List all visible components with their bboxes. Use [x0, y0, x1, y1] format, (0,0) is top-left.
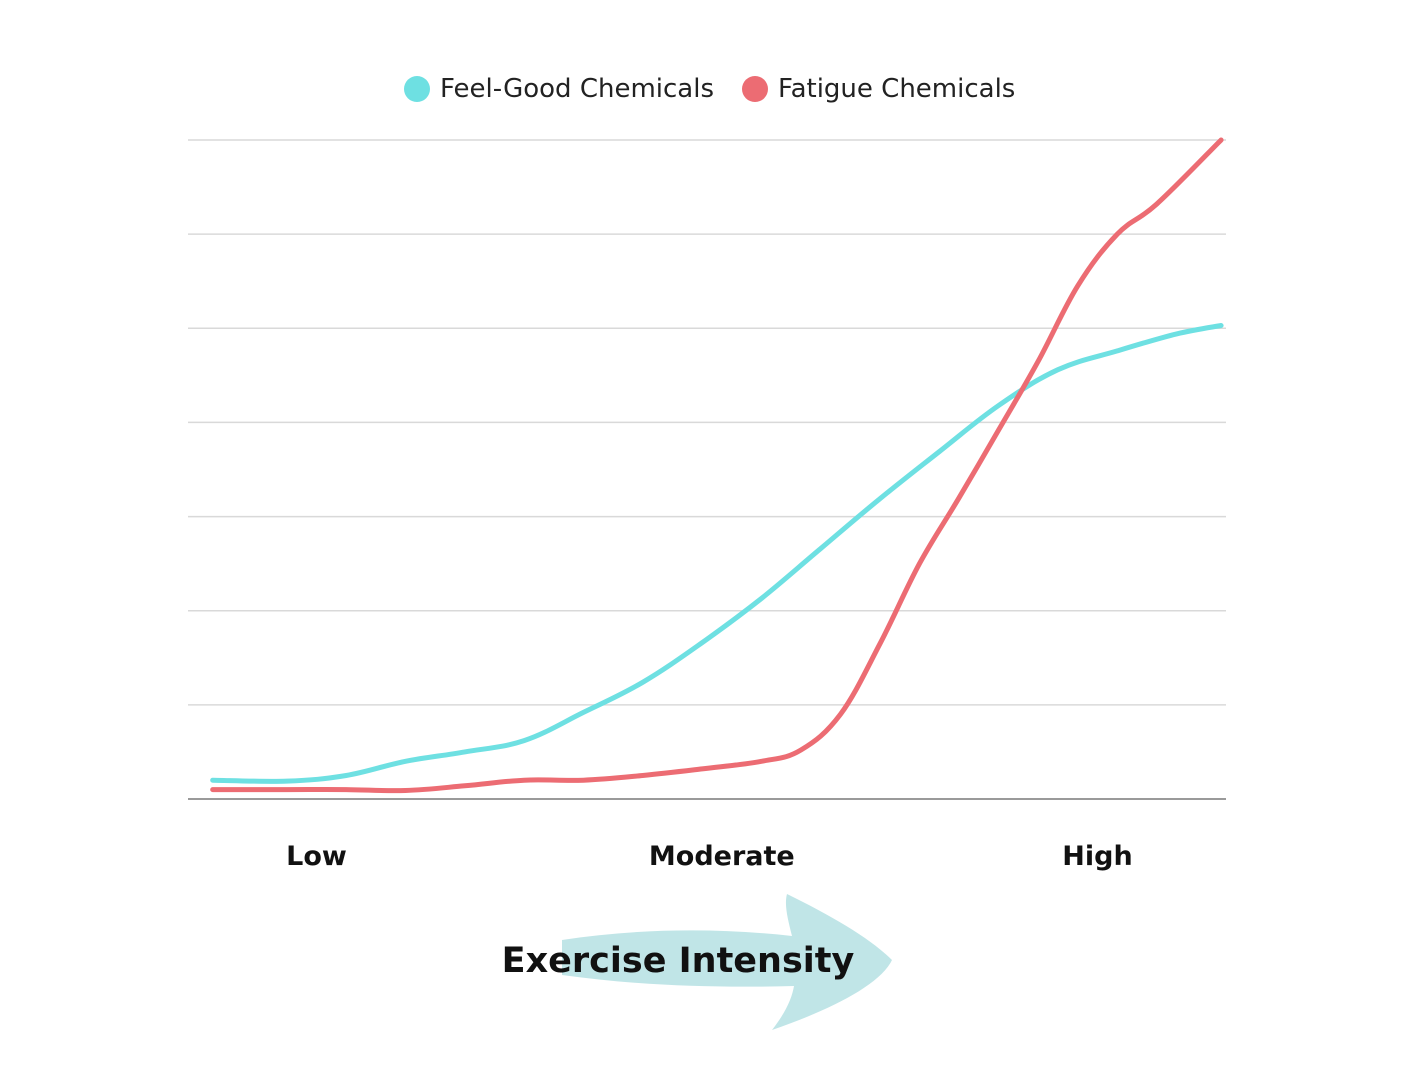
x-tick-labels: Low Moderate High: [286, 841, 1133, 872]
x-tick-label-moderate: Moderate: [649, 841, 795, 872]
x-tick-label-high: High: [1062, 841, 1132, 872]
series-line-fatigue: [210, 137, 1224, 794]
legend-entry-fatigue: Fatigue Chemicals: [742, 74, 1015, 104]
x-axis-title: Exercise Intensity: [502, 941, 855, 981]
gridlines: [188, 139, 1226, 706]
legend: Feel-Good Chemicals Fatigue Chemicals: [404, 74, 1015, 104]
legend-swatch-fatigue: [742, 76, 768, 102]
series-layer: [210, 137, 1224, 794]
series-line-feel-good: [210, 323, 1224, 784]
legend-label-fatigue: Fatigue Chemicals: [778, 74, 1015, 104]
legend-entry-feel-good: Feel-Good Chemicals: [404, 74, 714, 104]
x-tick-label-low: Low: [286, 841, 347, 872]
legend-label-feel-good: Feel-Good Chemicals: [440, 74, 714, 104]
legend-swatch-feel-good: [404, 76, 430, 102]
arrow-right-icon: [562, 894, 892, 1030]
